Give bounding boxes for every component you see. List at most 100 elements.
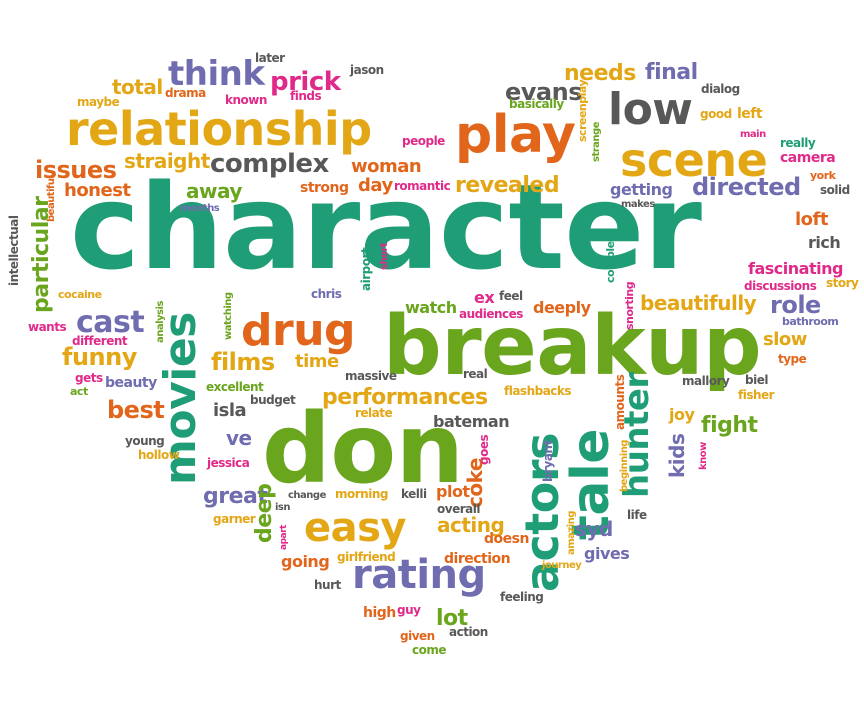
word-straight: straight <box>124 149 211 173</box>
word-feel: feel <box>499 289 523 303</box>
word-chris: chris <box>311 287 342 301</box>
word-discussions: discussions <box>744 279 817 293</box>
word-hollow: hollow <box>138 448 180 462</box>
word-excellent: excellent <box>206 380 264 394</box>
word-best: best <box>107 396 164 424</box>
word-know: know <box>698 442 709 470</box>
word-overall: overall <box>437 502 480 516</box>
word-kids: kids <box>665 434 689 478</box>
word-known: known <box>225 93 267 107</box>
word-kelli: kelli <box>401 487 427 501</box>
word-change: change <box>288 490 327 501</box>
word-cast: cast <box>76 305 144 340</box>
word-real: real <box>463 367 488 381</box>
word-different: different <box>72 334 128 348</box>
word-woman: woman <box>351 156 421 177</box>
word-character: character <box>70 158 702 296</box>
word-amounts: amounts <box>613 374 627 430</box>
word-breakup: breakup <box>383 299 761 394</box>
word-relationship: relationship <box>66 102 372 156</box>
word-away: away <box>186 179 242 203</box>
word-really: really <box>780 136 816 150</box>
word-play: play <box>455 105 575 165</box>
word-come: come <box>412 643 446 657</box>
word-drug: drug <box>241 305 355 356</box>
word-main: main <box>740 129 766 140</box>
word-camera: camera <box>780 150 835 166</box>
word-makes: makes <box>621 199 655 210</box>
word-given: given <box>400 629 435 643</box>
word-coke: coke <box>463 458 487 508</box>
word-screenplay: screenplay <box>576 80 589 142</box>
word-direction: direction <box>444 551 510 567</box>
word-going: going <box>281 552 329 571</box>
word-getting: getting <box>610 180 672 199</box>
word-actors: actors <box>515 433 569 592</box>
word-left: left <box>737 106 763 122</box>
word-great: great <box>203 484 268 509</box>
word-finds: finds <box>290 89 321 103</box>
word-issues: issues <box>35 156 117 184</box>
word-later: later <box>255 51 285 65</box>
word-honest: honest <box>64 180 131 201</box>
word-acting: acting <box>437 513 504 537</box>
word-feeling: feeling <box>500 590 543 604</box>
word-airport: airport <box>359 247 373 291</box>
word-months: months <box>180 203 220 214</box>
word-hurt: hurt <box>314 578 342 592</box>
word-loft: loft <box>795 209 829 230</box>
word-apart: apart <box>279 524 289 550</box>
word-lot: lot <box>436 606 469 631</box>
word-fisher: fisher <box>738 388 775 402</box>
word-people: people <box>402 134 445 148</box>
word-wants: wants <box>28 320 66 334</box>
word-performances: performances <box>322 385 488 410</box>
word-doesn: doesn <box>484 531 529 547</box>
word-rating: rating <box>352 552 486 598</box>
word-fascinating: fascinating <box>748 259 843 278</box>
word-solid: solid <box>820 183 850 197</box>
word-day: day <box>358 175 393 196</box>
word-easy: easy <box>304 505 406 551</box>
word-action: action <box>449 625 488 639</box>
word-directed: directed <box>692 173 801 201</box>
word-morning: morning <box>335 487 388 501</box>
word-slow: slow <box>763 329 807 350</box>
word-ve: ve <box>226 426 252 450</box>
word-jessica: jessica <box>206 456 250 470</box>
word-strong: strong <box>300 180 349 196</box>
word-beautifully: beautifully <box>640 291 757 315</box>
word-story: story <box>826 276 859 290</box>
word-beautiful: beautiful <box>46 176 57 222</box>
word-isn: isn <box>275 502 290 513</box>
word-goes: goes <box>477 435 491 465</box>
word-watch: watch <box>405 298 457 317</box>
word-cocaine: cocaine <box>58 288 102 301</box>
word-watching: watching <box>223 292 234 340</box>
word-time: time <box>295 351 339 372</box>
word-journey: journey <box>541 560 582 571</box>
word-deeply: deeply <box>533 298 592 317</box>
word-beginning: beginning <box>619 440 630 492</box>
word-dialog: dialog <box>701 82 740 96</box>
word-guy: guy <box>397 603 421 617</box>
word-massive: massive <box>345 369 397 383</box>
word-hunter: hunter <box>617 372 657 498</box>
word-girlfriend: girlfriend <box>337 550 395 564</box>
word-amazing: amazing <box>566 511 577 555</box>
word-bryant: bryant <box>541 440 555 482</box>
word-gives: gives <box>584 544 629 563</box>
word-basically: basically <box>509 97 564 111</box>
word-joy: joy <box>668 405 695 424</box>
word-audiences: audiences <box>459 307 523 321</box>
word-particular: particular <box>29 196 54 313</box>
word-ex: ex <box>474 288 495 307</box>
word-strange: strange <box>591 121 602 162</box>
word-drama: drama <box>165 86 206 100</box>
word-final: final <box>645 60 698 85</box>
word-young: young <box>125 434 164 448</box>
word-relate: relate <box>355 406 393 420</box>
word-don: don <box>262 393 464 505</box>
